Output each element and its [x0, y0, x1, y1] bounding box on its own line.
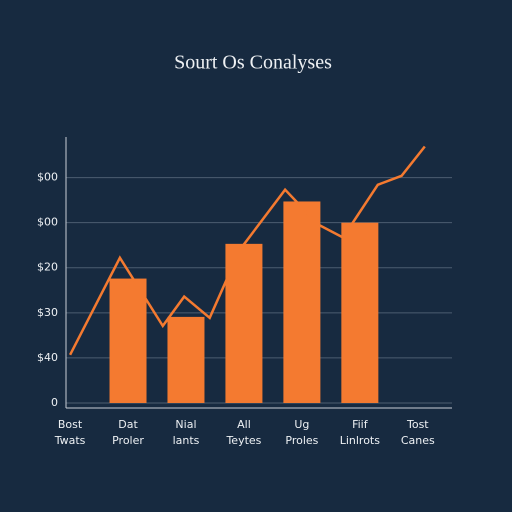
- bar: [341, 222, 379, 403]
- x-tick-label: Fiif: [352, 418, 369, 431]
- y-tick-label: 0: [51, 396, 58, 409]
- x-tick-label: Linlrots: [340, 434, 381, 447]
- x-tick-label: lants: [173, 434, 200, 447]
- x-tick-label: Bost: [58, 418, 83, 431]
- x-tick-label: Nial: [175, 418, 196, 431]
- bar: [109, 278, 147, 403]
- x-tick-label: Teytes: [225, 434, 261, 447]
- x-tick-label: All: [237, 418, 251, 431]
- x-tick-label: Twats: [54, 434, 86, 447]
- line: [68, 145, 426, 356]
- x-tick-label: Dat: [118, 418, 138, 431]
- chart-title: Sourt Os Conalyses: [174, 52, 332, 74]
- x-tick-label: Ug: [294, 418, 309, 431]
- bar: [283, 201, 321, 403]
- x-tick-label: Proles: [285, 434, 318, 447]
- y-tick-label: $00: [37, 216, 58, 229]
- x-tick-label: Tost: [406, 418, 429, 431]
- x-tick-label: Proler: [112, 434, 144, 447]
- y-tick-label: $40: [37, 351, 58, 364]
- y-tick-label: $00: [37, 171, 58, 184]
- x-tick-label: Canes: [401, 434, 435, 447]
- y-tick-label: $30: [37, 306, 58, 319]
- bar: [167, 316, 205, 403]
- y-tick-label: $20: [37, 261, 58, 274]
